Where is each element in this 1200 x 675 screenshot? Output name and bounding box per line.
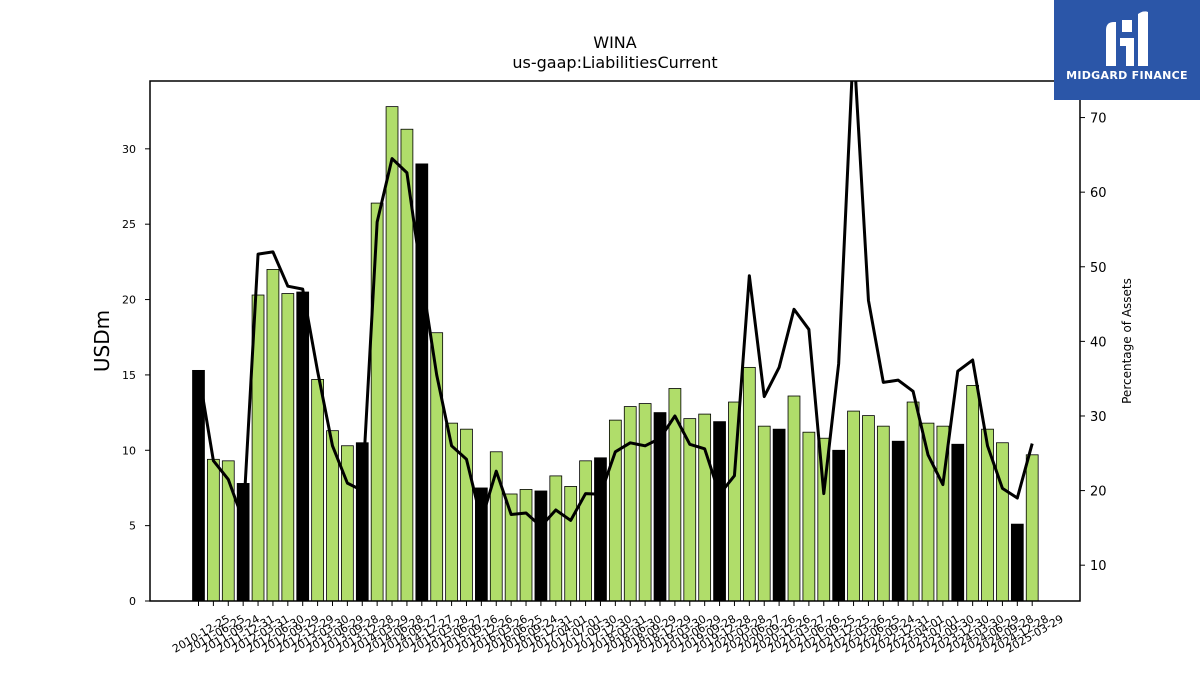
y2-tick-label-50: 50 [1090, 261, 1107, 276]
bar-2011-06-25 [207, 458, 220, 602]
chart-title: WINA [593, 33, 637, 52]
bar-2017-07-01 [564, 486, 578, 602]
bar-2013-03-30 [311, 379, 324, 602]
bar-2022-03-26 [847, 410, 860, 602]
bar-series [192, 106, 1039, 602]
y2-tick-label-70: 70 [1090, 112, 1107, 127]
bar-2022-06-25 [862, 415, 875, 602]
y-tick-label-5: 5 [129, 520, 136, 533]
bar-2020-09-26 [757, 425, 771, 602]
y2-tick-label-20: 20 [1090, 485, 1107, 500]
bar-2022-12-31 [891, 440, 905, 602]
percentage-line [197, 81, 1034, 528]
bar-2012-06-30 [266, 269, 280, 602]
y2-axis-label: Percentage of Assets [1120, 278, 1134, 404]
chart-subtitle: us-gaap:LiabilitiesCurrent [512, 53, 717, 72]
bar-2018-03-31 [608, 419, 622, 602]
bar-2020-12-26 [772, 428, 786, 602]
bar-2019-12-28 [713, 421, 726, 602]
y2-tick-label-30: 30 [1090, 410, 1107, 425]
bar-2016-09-24 [519, 489, 533, 602]
y-tick-label-0: 0 [129, 595, 136, 608]
y2-tick-label-60: 60 [1090, 186, 1107, 201]
bar-2018-06-30 [623, 406, 637, 602]
bar-2016-12-31 [534, 490, 548, 602]
y2-tick-label-10: 10 [1090, 559, 1107, 574]
bar-2017-04-01 [549, 475, 563, 602]
midgard-finance-logo: MIDGARD FINANCE [1054, 0, 1200, 100]
y-tick-label-20: 20 [122, 294, 136, 307]
bar-2018-09-29 [638, 403, 652, 602]
midgard-m-icon [1106, 11, 1148, 67]
y-tick-label-15: 15 [122, 369, 136, 382]
bar-2017-09-30 [579, 460, 592, 602]
y-tick-label-30: 30 [122, 143, 136, 156]
bar-2024-12-28 [1010, 523, 1024, 602]
bar-2024-09-28 [996, 442, 1009, 602]
bar-2021-06-26 [802, 431, 816, 602]
left-axis-ticks: 0 5 10 15 20 25 30 [122, 143, 150, 608]
bar-2019-09-28 [698, 413, 712, 602]
bar-2020-06-27 [742, 366, 756, 602]
bar-2012-09-29 [281, 293, 295, 602]
bar-2024-03-30 [966, 385, 980, 602]
bar-2023-04-01 [906, 401, 920, 602]
right-axis-ticks: 10 20 30 40 50 60 70 [1080, 112, 1107, 574]
y-tick-label-25: 25 [122, 218, 136, 231]
y2-tick-label-40: 40 [1090, 335, 1107, 350]
bar-2014-12-27 [415, 163, 429, 602]
bar-2022-09-24 [876, 425, 890, 602]
logo-text: MIDGARD FINANCE [1066, 69, 1188, 82]
bar-2023-12-30 [951, 443, 965, 602]
y-axis-label: USDm [90, 310, 114, 372]
percentage-line-series [197, 81, 1034, 528]
bar-2012-12-29 [296, 291, 310, 602]
bar-2014-03-29 [370, 202, 384, 602]
bar-2025-03-29 [1025, 454, 1039, 602]
y-tick-label-10: 10 [122, 444, 136, 457]
bar-2021-12-25 [832, 449, 846, 602]
bar-2021-03-27 [787, 395, 801, 602]
x-axis-ticks: 2010-12-252011-06-252011-09-242011-12-31… [170, 601, 1066, 656]
